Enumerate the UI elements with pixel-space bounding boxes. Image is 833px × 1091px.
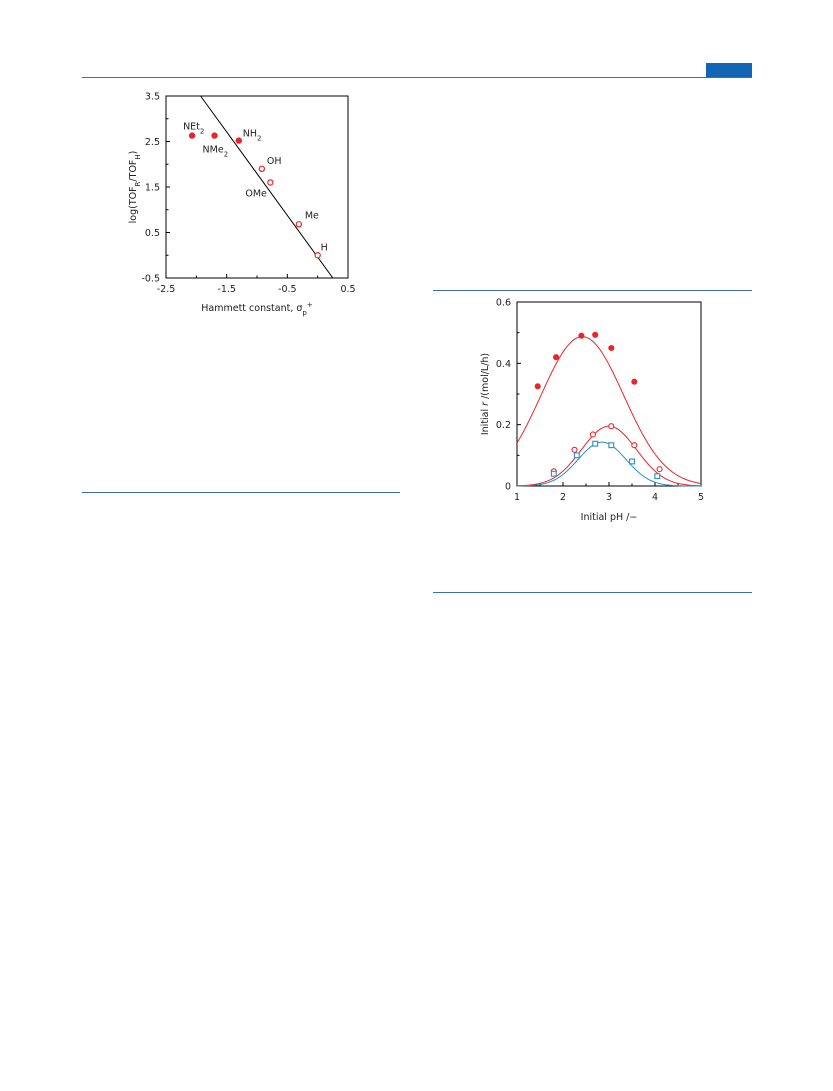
rate-point-filled-circle	[534, 383, 541, 390]
rate-point-open-circle	[656, 466, 663, 473]
rate-y-tick-label: 0.2	[496, 420, 511, 431]
rate-point-square	[654, 473, 661, 480]
hammett-y-tick-label: 2.5	[145, 137, 160, 148]
section-rule-right-top	[433, 290, 752, 291]
rate-point-filled-circle	[553, 354, 560, 361]
hammett-point-label-nme2: NMe2	[203, 145, 229, 159]
rate-x-tick-label: 3	[606, 492, 612, 503]
header-accent-tab	[706, 63, 752, 77]
rate-point-square	[592, 440, 599, 447]
hammett-point-label-h: H	[321, 242, 328, 253]
section-rule-right-bottom	[433, 592, 752, 593]
rate-point-filled-circle	[631, 378, 638, 385]
rate-point-square	[573, 452, 580, 459]
hammett-y-tick-label: 0.5	[145, 228, 160, 239]
section-rule-left	[82, 492, 400, 493]
rate-y-axis-label: Initial r /(mol/L/h)	[480, 353, 491, 435]
rate-x-axis-label: Initial pH /−	[581, 512, 638, 523]
header-rule	[82, 77, 752, 78]
rate-point-filled-circle	[592, 331, 599, 338]
rate-point-square	[550, 470, 557, 477]
hammett-y-tick-label: 3.5	[145, 92, 160, 103]
rate-point-filled-circle	[608, 344, 615, 352]
hammett-point-label-oh: OH	[267, 156, 282, 167]
rate-point-open-circle	[589, 431, 596, 438]
hammett-point-me	[295, 221, 303, 228]
hammett-point-ome	[267, 179, 274, 186]
hammett-y-tick-label: -0.5	[141, 274, 160, 285]
rate-x-tick-label: 5	[698, 492, 704, 503]
rate-point-filled-circle	[578, 332, 585, 339]
hammett-x-axis-label: Hammett constant, σp+	[201, 301, 313, 317]
hammett-y-axis-label: log(TOFR/TOFH)	[128, 151, 142, 224]
hammett-fit-line	[200, 95, 334, 279]
hammett-y-tick-label: 1.5	[145, 183, 160, 194]
hammett-x-tick-label: -2.5	[157, 284, 176, 295]
hammett-point-nh2	[235, 137, 242, 144]
hammett-x-tick-label: -0.5	[278, 284, 297, 295]
rate-y-tick-label: 0	[505, 482, 511, 493]
hammett-point-label-net2: NEt2	[183, 122, 204, 136]
hammett-point-label-ome: OMe	[245, 188, 267, 199]
hammett-point-label-nh2: NH2	[243, 129, 262, 143]
hammett-point-nme2	[211, 132, 218, 139]
hammett-point-net2	[188, 132, 196, 139]
rate-point-square	[629, 458, 635, 465]
hammett-point-h	[314, 252, 321, 259]
rate-fit-curve-3	[516, 441, 701, 487]
rate-point-open-circle	[631, 442, 638, 449]
rate-point-open-circle	[608, 423, 615, 430]
rate-fit-curve-1	[516, 336, 702, 485]
rate-x-tick-label: 1	[514, 492, 520, 503]
rate-y-tick-label: 0.6	[496, 298, 511, 309]
rate-x-tick-label: 4	[652, 492, 658, 503]
rate-fit-curve-2	[516, 425, 702, 487]
rate-point-square	[608, 442, 615, 449]
hammett-x-tick-label: 0.5	[340, 284, 355, 295]
hammett-point-label-me: Me	[305, 210, 319, 221]
rate-plot-frame	[516, 301, 702, 487]
hammett-x-tick-label: -1.5	[217, 284, 236, 295]
rate-x-tick-label: 2	[560, 492, 566, 503]
hammett-point-oh	[258, 165, 266, 172]
rate-y-tick-label: 0.4	[496, 359, 511, 370]
rate-point-open-circle	[571, 446, 578, 453]
